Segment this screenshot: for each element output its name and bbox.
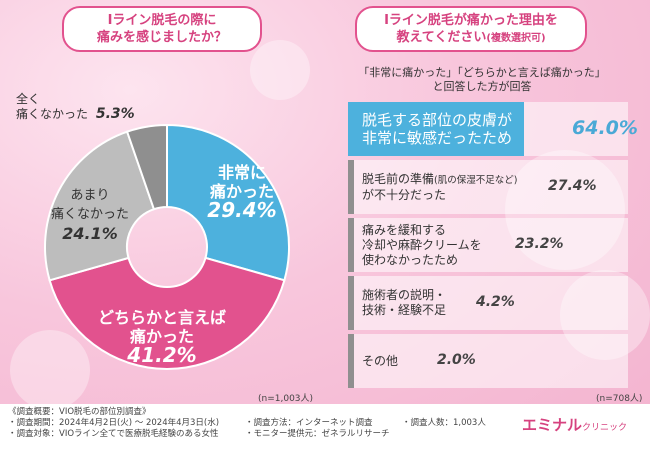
left-title-line2: 痛みを感じましたか？ (96, 30, 227, 45)
slice-not-painful-at-all (125, 123, 168, 211)
bar-track (348, 218, 628, 272)
bar-label: 痛みを緩和する 冷却や麻酔クリームを 使わなかったため (362, 223, 482, 268)
bokeh-circle (250, 40, 310, 100)
bar-label: 施術者の説明・ 技術・経験不足 (362, 288, 446, 318)
bar-track (348, 276, 628, 330)
bar-label-line: 非常に敏感だったため (362, 129, 513, 147)
pie-label-line1: あまり (70, 188, 110, 203)
right-n-note: (n=708人) (596, 394, 643, 404)
bar-label-line: 脱毛前の準備(肌の保湿不足など) (362, 172, 518, 186)
pie-label-pct: 29.4% (207, 198, 277, 222)
right-subhead: 「非常に痛かった」「どちらかと言えば痛かった」 と回答した方が回答 (322, 66, 642, 94)
brand-logo: エミナルクリニック (522, 414, 627, 435)
bar-3 (348, 218, 354, 272)
footer-target: ・調査対象：VIOライン全てで医療脱毛経験のある女性 (8, 429, 219, 439)
bar-label-line: その他 (362, 353, 399, 368)
bar-1 (348, 102, 524, 156)
bar-value: 2.0% (437, 352, 476, 368)
footer-provider: ・モニター提供元：ゼネラルリサーチ (245, 429, 390, 439)
bar-2 (348, 160, 354, 214)
bokeh-circle (10, 330, 90, 410)
bar-4 (348, 276, 354, 330)
bar-label-line: 技術・経験不足 (362, 303, 447, 317)
pie-label-line2: 痛かった (209, 182, 274, 201)
pie-label-pct: 24.1% (62, 224, 118, 243)
pie-label-line2: 痛かった (129, 327, 194, 346)
donut-chart (44, 123, 290, 370)
right-subhead-line1: 「非常に痛かった」「どちらかと言えば痛かった」 (358, 66, 606, 79)
bar-label: 脱毛前の準備(肌の保湿不足など) が不十分だった (362, 172, 517, 203)
bar-label-line: 痛みを緩和する (362, 222, 447, 237)
survey-footer: 《調査概要：VIO脱毛の部位別調査》 ・調査期間：2024年4月2日(火) ～ … (0, 404, 650, 450)
footer-method: ・調査方法：インターネット調査 (245, 418, 373, 428)
right-panel-title: Iライン脱毛が痛かった理由を 教えてください(複数選択可) (355, 6, 587, 52)
bar-value: 64.0% (572, 117, 638, 139)
right-subhead-line2: と回答した方が回答 (432, 80, 532, 93)
right-title-small: (複数選択可) (486, 33, 546, 44)
bar-label-note: (肌の保湿不足など) (434, 175, 518, 186)
bar-label-line: 使わなかったため (362, 252, 459, 267)
pie-label-not-painful-at-all: 全く 痛くなかった 5.3% (16, 92, 166, 122)
right-title-line2: 教えてください (396, 30, 487, 45)
left-panel-title: Iライン脱毛の際に 痛みを感じましたか？ (62, 6, 262, 52)
pie-label-very-painful: 非常に 痛かった 29.4% (192, 163, 292, 220)
footer-count: ・調査人数：1,003人 (402, 418, 486, 428)
slice-not-very-painful (44, 130, 156, 282)
bar-label-line: 施術者の説明・ (362, 288, 447, 302)
pie-label-pct: 5.3% (95, 106, 135, 122)
bar-label-line: が不十分だった (362, 188, 447, 202)
bar-label-line: 冷却や麻酔クリームを (362, 237, 482, 252)
pie-label-pct: 41.2% (127, 343, 197, 367)
left-title-line1: Iライン脱毛の際に (107, 13, 217, 28)
logo-sub: クリニック (582, 423, 628, 433)
bar-5 (348, 334, 354, 388)
bar-track (348, 160, 628, 214)
bar-label: 脱毛する部位の皮膚が 非常に敏感だったため (362, 111, 512, 147)
pie-label-line2: 痛くなかった (50, 207, 129, 222)
slice-very-painful (166, 123, 290, 282)
bar-value: 4.2% (476, 294, 515, 310)
pie-label-not-very-painful: あまり 痛くなかった 24.1% (40, 186, 140, 243)
pie-label-line1: どちらかと言えば (97, 308, 226, 327)
pie-label-somewhat-painful: どちらかと言えば 痛かった 41.2% (72, 308, 252, 365)
bar-label: その他 (362, 354, 398, 369)
left-n-note: (n=1,003人) (258, 394, 314, 404)
pie-label-line1: 非常に (217, 163, 266, 182)
slice-somewhat-painful (48, 256, 286, 370)
footer-period: ・調査期間：2024年4月2日(火) ～ 2024年4月3日(水) (8, 418, 220, 428)
bar-value: 23.2% (515, 236, 564, 252)
bar-label-line: 脱毛する部位の皮膚が (362, 111, 513, 129)
pie-label-line2: 痛くなかった (16, 107, 89, 121)
pie-label-line1: 全く (16, 92, 41, 106)
bar-value: 27.4% (548, 178, 597, 194)
bar-track (348, 334, 628, 388)
right-title-line1: Iライン脱毛が痛かった理由を (384, 13, 558, 28)
footer-overview: 《調査概要：VIO脱毛の部位別調査》 (8, 407, 151, 417)
logo-main: エミナル (522, 416, 583, 434)
